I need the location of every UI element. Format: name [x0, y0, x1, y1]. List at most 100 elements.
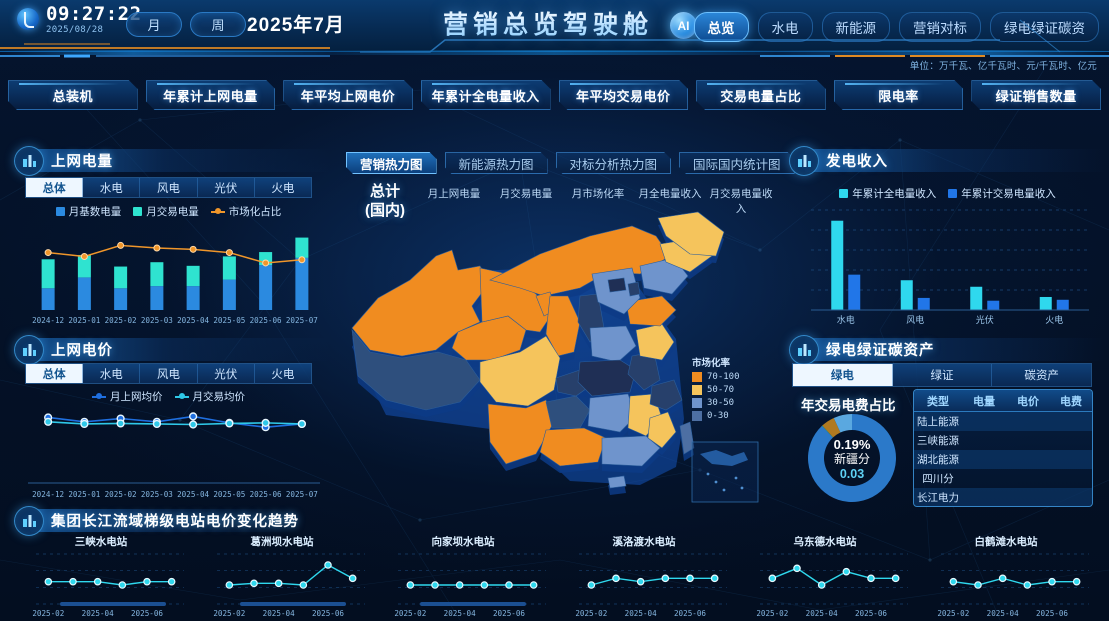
- cascade-station-title: 葛洲坝水电站: [250, 536, 314, 548]
- svg-text:2025-06: 2025-06: [493, 609, 525, 618]
- svg-text:2025-02: 2025-02: [394, 609, 426, 618]
- svg-text:2025-04: 2025-04: [82, 609, 114, 618]
- kpi-annual-avg-grid-price[interactable]: 年平均上网电价: [283, 80, 413, 110]
- cascade-chart[interactable]: 2025-02 2025-04 2025-06: [193, 548, 371, 620]
- period-month-button[interactable]: 月: [126, 12, 182, 37]
- tab-grid-power-solar[interactable]: 光伏: [197, 178, 255, 197]
- tab-grid-price-thermal[interactable]: 火电: [254, 364, 312, 383]
- cascade-chart[interactable]: 2025-02 2025-04 2025-06: [736, 548, 914, 620]
- map-province-taiwan[interactable]: [679, 421, 695, 455]
- table-row[interactable]: 陆上能源: [914, 412, 1092, 431]
- tab-grid-price-wind[interactable]: 风电: [140, 364, 198, 383]
- map-tab-new-energy-heat[interactable]: 新能源热力图: [445, 152, 548, 174]
- map-province-sichuan[interactable]: [479, 335, 561, 407]
- generation-revenue-chart[interactable]: 水电 风电 光伏 火电: [787, 204, 1099, 328]
- cascade-scrollbar-3[interactable]: [420, 602, 526, 606]
- panel-green-assets-title: 绿电绿证碳资产: [826, 343, 935, 359]
- green-fee-donut-chart[interactable]: [805, 411, 899, 505]
- map-province-hainan[interactable]: [607, 475, 627, 489]
- map-tab-intl-domestic-stats[interactable]: 国际国内统计图: [679, 152, 795, 174]
- map-province-beijing[interactable]: [607, 277, 627, 293]
- map-province-fujian[interactable]: [647, 411, 677, 449]
- svg-text:2025-06: 2025-06: [674, 609, 706, 618]
- tab-grid-price-hydro[interactable]: 水电: [83, 364, 141, 383]
- china-choropleth-map[interactable]: [340, 210, 780, 506]
- logo-icon: [17, 8, 39, 30]
- kpi-annual-grid-power[interactable]: 年累计上网电量: [146, 80, 276, 110]
- map-province-zhejiang[interactable]: [649, 379, 683, 411]
- cascade-chart[interactable]: 2025-02 2025-04 2025-06: [12, 548, 190, 620]
- cascade-chart[interactable]: 2025-02 2025-04 2025-06: [555, 548, 733, 620]
- kpi-annual-total-revenue[interactable]: 年累计全电量收入: [421, 80, 551, 110]
- kpi-annual-avg-trade-price[interactable]: 年平均交易电价: [559, 80, 689, 110]
- panel-grid-price: 上网电价 总体 水电 风电 光伏 火电 月上网均价 月交易均价 2024-12 2…: [4, 335, 330, 507]
- col-fee: 电费: [1060, 395, 1082, 408]
- panel-grid-power-header: 上网电量: [4, 146, 330, 176]
- map-legend-row: 70-100: [692, 372, 740, 382]
- map-province-guizhou[interactable]: [545, 395, 591, 429]
- period-week-button[interactable]: 周: [190, 12, 246, 37]
- tab-grid-power-hydro[interactable]: 水电: [83, 178, 141, 197]
- tab-grid-power-wind[interactable]: 风电: [140, 178, 198, 197]
- map-legend: 市场化率 70-100 50-70 30-50 0-30: [692, 355, 740, 424]
- grid-price-chart[interactable]: 2024-12 2025-01 2025-02 2025-03 2025-04 2025-…: [12, 403, 324, 503]
- cascade-station-title: 乌东德水电站: [793, 536, 857, 548]
- nav-item-overview[interactable]: 总览: [693, 12, 749, 42]
- donut-name: 新疆分: [833, 452, 870, 466]
- kpi-total-capacity[interactable]: 总装机: [8, 80, 138, 110]
- kpi-green-cert-sales[interactable]: 绿证销售数量: [971, 80, 1101, 110]
- donut-title: 年交易电费占比: [801, 398, 896, 413]
- chart-bar-icon: [789, 146, 819, 176]
- table-row[interactable]: 四川分: [914, 469, 1092, 488]
- nav-item-hydro[interactable]: 水电: [757, 12, 813, 42]
- cascade-scrollbar-1[interactable]: [60, 602, 166, 606]
- tab-grid-price-total[interactable]: 总体: [26, 364, 84, 383]
- grid-power-tabs: 总体 水电 风电 光伏 火电: [25, 177, 312, 198]
- grid-power-chart[interactable]: 2024-12 2025-01 2025-02 2025-03 2025-04 2025-…: [12, 220, 324, 328]
- svg-text:2024-12: 2024-12: [32, 490, 64, 499]
- map-tab-marketing-heat[interactable]: 营销热力图: [346, 152, 437, 174]
- green-assets-table[interactable]: 类型 电量 电价 电费 陆上能源三峡能源湖北能源四川分长江电力新疆分: [913, 389, 1093, 507]
- kpi-curtailment-rate[interactable]: 限电率: [834, 80, 964, 110]
- table-row[interactable]: 湖北能源: [914, 450, 1092, 469]
- main-nav: 总览 水电 新能源 营销对标 绿电绿证碳资: [693, 12, 1099, 42]
- nav-item-new-energy[interactable]: 新能源: [821, 12, 890, 42]
- tab-grid-price-solar[interactable]: 光伏: [197, 364, 255, 383]
- unit-note: 单位：万千瓦、亿千瓦时、元/千瓦时、亿元: [909, 61, 1097, 72]
- green-assets-tabs: 绿电 绿证 碳资产: [792, 363, 1092, 387]
- grid-price-legend: 月上网均价 月交易均价: [25, 389, 312, 404]
- map-tab-benchmark-heat[interactable]: 对标分析热力图: [556, 152, 672, 174]
- legend-base-power: 月基数电量: [55, 204, 121, 219]
- clock-time: 09:27:22: [46, 3, 142, 25]
- nav-item-green-cert[interactable]: 绿电绿证碳资: [990, 12, 1099, 42]
- tab-grid-power-total[interactable]: 总体: [26, 178, 84, 197]
- green-table-body: 陆上能源三峡能源湖北能源四川分长江电力新疆分: [914, 412, 1092, 506]
- nav-item-benchmark[interactable]: 营销对标: [899, 12, 981, 42]
- map-province-heilongjiang[interactable]: [657, 211, 725, 257]
- tab-green-power[interactable]: 绿电: [793, 364, 893, 386]
- cell-type: 长江电力: [917, 492, 959, 504]
- table-row[interactable]: 三峡能源: [914, 431, 1092, 450]
- tab-green-certificate[interactable]: 绿证: [892, 364, 993, 386]
- cascade-chart[interactable]: 2025-02 2025-04 2025-06: [917, 548, 1095, 620]
- stat-header-grid-power: 月上网电量: [427, 188, 481, 200]
- tab-carbon-asset[interactable]: 碳资产: [992, 364, 1092, 386]
- map-province-henan[interactable]: [589, 325, 637, 363]
- map-province-guangdong[interactable]: [601, 435, 661, 467]
- cascade-scrollbar-2[interactable]: [240, 602, 346, 606]
- table-row[interactable]: 长江电力: [914, 488, 1092, 506]
- map-province-shaanxi[interactable]: [545, 295, 581, 357]
- map-province-hubei[interactable]: [577, 359, 637, 397]
- ai-badge-icon[interactable]: AI: [670, 12, 697, 39]
- tab-grid-power-thermal[interactable]: 火电: [254, 178, 312, 197]
- map-province-tianjin[interactable]: [627, 281, 641, 297]
- svg-text:2025-04: 2025-04: [444, 609, 476, 618]
- map-province-guangxi[interactable]: [539, 427, 607, 467]
- map-inset-box: [691, 441, 759, 503]
- map-province-shandong[interactable]: [625, 295, 677, 327]
- legend-avg-trade-price: 月交易均价: [174, 389, 245, 404]
- kpi-trade-power-share[interactable]: 交易电量占比: [696, 80, 826, 110]
- map-legend-row: 30-50: [692, 398, 740, 408]
- cascade-chart[interactable]: 2025-02 2025-04 2025-06: [374, 548, 552, 620]
- legend-annual-full-revenue: 年累计全电量收入: [839, 186, 936, 201]
